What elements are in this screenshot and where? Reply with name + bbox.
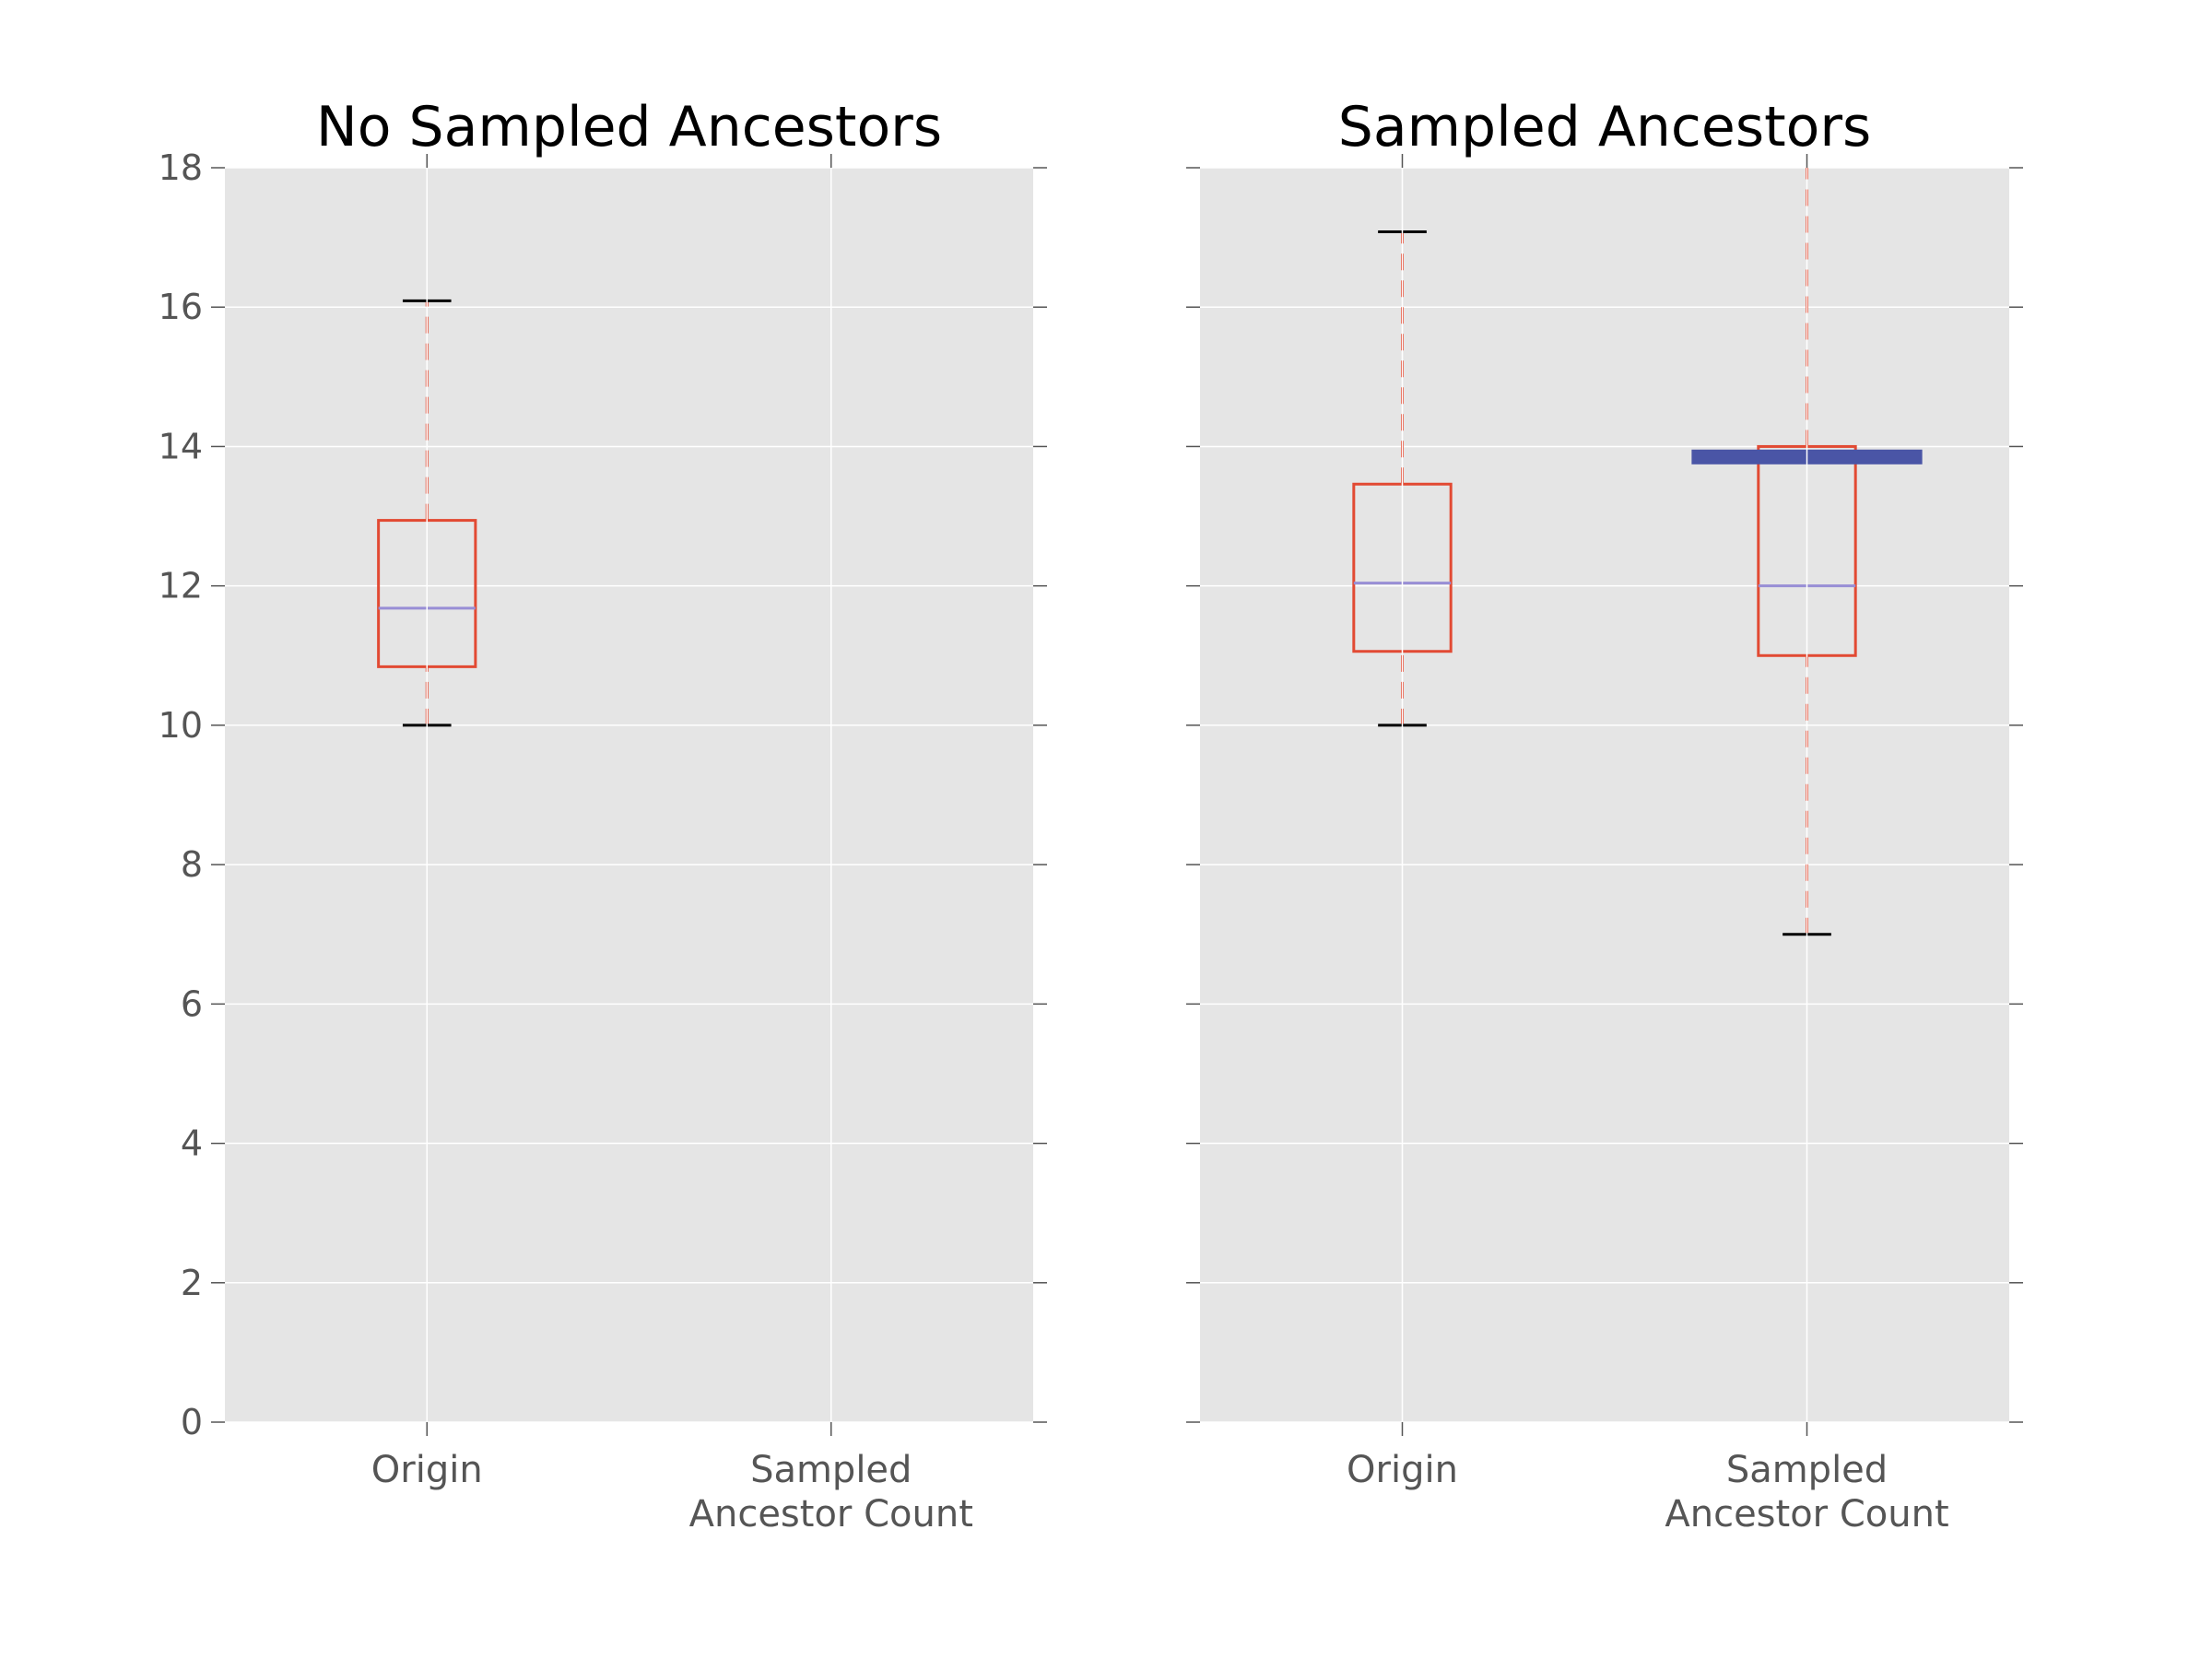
plot-area	[225, 168, 1033, 1422]
y-tick-label: 14	[159, 426, 203, 466]
chart-title: Sampled Ancestors	[1338, 95, 1872, 159]
plot-area	[1200, 168, 2009, 1422]
y-tick-label: 4	[181, 1124, 203, 1164]
x-tick-label: Sampled Ancestor Count	[1665, 1449, 1949, 1535]
y-tick-label: 10	[159, 705, 203, 746]
chart-title: No Sampled Ancestors	[316, 95, 942, 159]
y-tick-label: 2	[181, 1263, 203, 1303]
y-tick-label: 18	[159, 147, 203, 188]
y-tick-label: 6	[181, 983, 203, 1024]
x-tick-label: Origin	[371, 1449, 483, 1491]
y-tick-label: 0	[181, 1402, 203, 1442]
y-tick-label: 12	[159, 566, 203, 606]
y-tick-label: 16	[159, 287, 203, 327]
x-tick-label: Origin	[1347, 1449, 1458, 1491]
y-tick-label: 8	[181, 844, 203, 885]
x-tick-label: Sampled Ancestor Count	[688, 1449, 973, 1535]
